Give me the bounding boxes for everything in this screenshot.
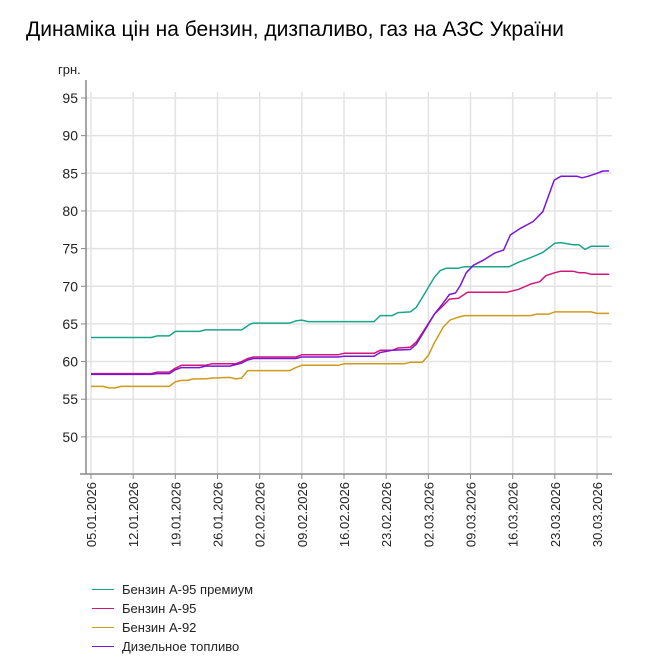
x-tick-label: 23.03.2026 xyxy=(548,482,563,547)
legend: Бензин А-95 премиум Бензин А-95 Бензин А-9… xyxy=(92,580,253,656)
series-line-1 xyxy=(91,241,610,339)
legend-swatch xyxy=(92,627,114,628)
x-tick-label: 02.02.2026 xyxy=(253,482,268,547)
legend-item[interactable]: Бензин А-95 премиум xyxy=(92,580,253,599)
x-tick-label: 05.01.2026 xyxy=(84,482,99,547)
legend-swatch xyxy=(92,589,114,590)
y-tick-label: 70 xyxy=(62,278,78,294)
y-tick-label: 90 xyxy=(62,128,78,144)
x-tick-label: 30.03.2026 xyxy=(590,482,605,547)
y-tick-label: 55 xyxy=(62,391,78,407)
legend-item[interactable]: Бензин А-92 xyxy=(92,618,253,637)
line-chart: 50 55 60 65 70 75 80 85 90 95 05.01.2026 12.01.2026… xyxy=(58,62,612,547)
x-tick-label: 26.01.2026 xyxy=(211,482,226,547)
y-tick-label: 65 xyxy=(62,316,78,332)
chart-title: Динаміка цін на бензин, дизпаливо, газ н… xyxy=(26,18,564,41)
x-tick-label: 19.01.2026 xyxy=(168,482,183,547)
x-tick-label: 16.02.2026 xyxy=(337,482,352,547)
series-line-2 xyxy=(91,270,610,375)
x-tick-label: 16.03.2026 xyxy=(506,482,521,547)
x-tick-label: 12.01.2026 xyxy=(126,482,141,547)
legend-swatch xyxy=(92,608,114,609)
y-tick-label: 75 xyxy=(62,241,78,257)
x-tick-label: 02.03.2026 xyxy=(421,482,436,547)
legend-label: Бензин А-95 xyxy=(122,601,197,616)
x-tick-label: 09.02.2026 xyxy=(295,482,310,547)
legend-item[interactable]: Бензин А-95 xyxy=(92,599,253,618)
y-tick-label: 85 xyxy=(62,165,78,181)
legend-swatch xyxy=(92,646,114,647)
series-line-3 xyxy=(91,311,610,389)
y-tick-label: 80 xyxy=(62,203,78,219)
legend-item[interactable]: Дизельное топливо xyxy=(92,637,253,656)
legend-label: Бензин А-95 премиум xyxy=(122,582,254,597)
x-tick-label: 23.02.2026 xyxy=(379,482,394,547)
legend-label: Бензин А-92 xyxy=(122,620,197,635)
legend-label: Дизельное топливо xyxy=(122,639,240,654)
series-line-4 xyxy=(91,170,610,376)
y-tick-label: 50 xyxy=(62,429,78,445)
y-tick-label: 95 xyxy=(62,90,78,106)
x-tick-label: 09.03.2026 xyxy=(464,482,479,547)
y-axis-label: грн. xyxy=(58,62,81,77)
y-tick-label: 60 xyxy=(62,354,78,370)
